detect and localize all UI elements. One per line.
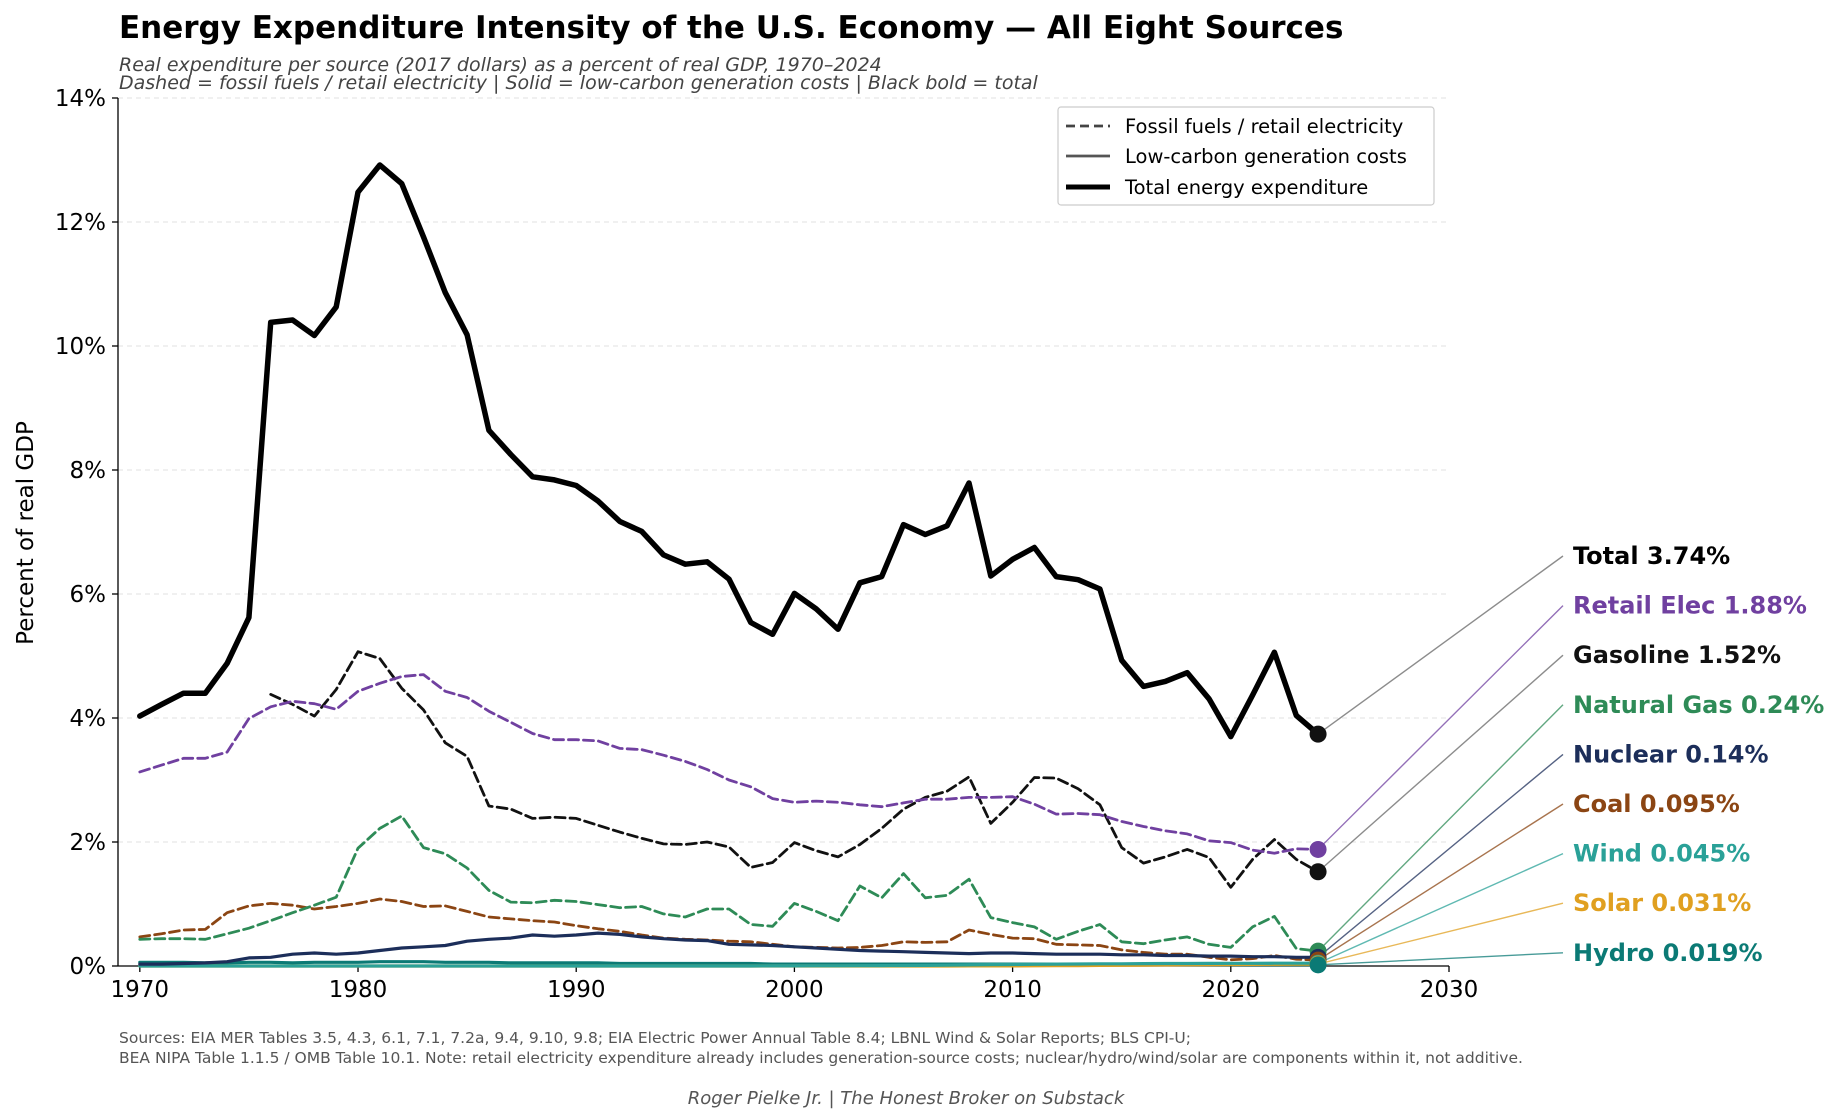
series-line-coal [138,897,1320,962]
series-line-gasoline [269,650,1320,889]
end-label-total: Total 3.74% [1573,542,1730,570]
connector-retail-elec [1317,605,1564,850]
y-tick-label-3: 6% [70,582,107,608]
chart-subtitle-line-1: Real expenditure per source (2017 dollar… [119,54,882,76]
x-tick-label-2: 1990 [547,977,606,1003]
endpoint-total [1309,725,1327,743]
connector-nuclear [1317,753,1564,958]
y-tick-label-7: 14% [55,86,106,112]
connector-natural-gas [1317,704,1564,952]
legend: Fossil fuels / retail electricity Low-ca… [1057,106,1435,206]
end-label-connectors [1317,555,1564,966]
end-label-hydro: Hydro 0.019% [1573,939,1763,967]
x-tick-label-3: 2000 [765,977,824,1003]
end-label-retail-elec: Retail Elec 1.88% [1573,592,1807,620]
y-tick-label-0: 0% [70,954,107,980]
connector-wind [1317,852,1564,964]
end-label-wind: Wind 0.045% [1573,840,1750,868]
credit-line: Roger Pielke Jr. | The Honest Broker on … [688,1088,1126,1109]
endpoint-retail-elec [1309,840,1327,858]
end-label-gasoline: Gasoline 1.52% [1573,641,1781,669]
series-line-natural-gas [138,814,1320,953]
y-tick-label-1: 2% [70,830,107,856]
legend-label-low-carbon: Low-carbon generation costs [1125,145,1407,168]
end-label-coal: Coal 0.095% [1573,790,1740,818]
gridlines [118,97,1449,843]
legend-box [1057,106,1435,206]
end-label-natural-gas: Natural Gas 0.24% [1573,691,1824,719]
endpoint-hydro [1309,956,1327,974]
endpoint-gasoline [1309,863,1327,881]
y-ticks: 0% 2% 4% 6% 8% 10% 12% 14% [55,86,118,980]
series-line-nuclear [138,931,1320,966]
y-tick-label-4: 8% [70,458,107,484]
sources-line-1: Sources: EIA MER Tables 3.5, 4.3, 6.1, 7… [119,1029,1191,1047]
end-label-nuclear: Nuclear 0.14% [1573,740,1769,768]
connector-coal [1317,803,1564,961]
end-labels: Total 3.74% Retail Elec 1.88% Gasoline 1.5… [1573,542,1824,967]
series-line-wind [138,961,1320,968]
y-tick-label-5: 10% [55,334,106,360]
y-axis-label: Percent of real GDP [13,421,39,645]
legend-label-fossil: Fossil fuels / retail electricity [1125,115,1403,138]
endpoint-markers [1309,725,1327,974]
x-tick-label-0: 1970 [111,977,170,1003]
axes [117,98,1449,967]
chart-title: Energy Expenditure Intensity of the U.S.… [119,10,1343,46]
x-ticks: 1970 1980 1990 2000 2010 2020 2030 [111,966,1479,1003]
sources-line-2: BEA NIPA Table 1.1.5 / OMB Table 10.1. N… [119,1049,1523,1067]
x-tick-label-5: 2020 [1202,977,1261,1003]
series-line-total [137,162,1321,740]
x-tick-label-6: 2030 [1420,977,1479,1003]
x-tick-label-1: 1980 [329,977,388,1003]
connector-hydro [1318,952,1564,966]
series-lines [137,162,1321,968]
y-tick-label-2: 4% [70,706,107,732]
y-tick-label-6: 12% [55,210,106,236]
chart-subtitle-line-2: Dashed = fossil fuels / retail electrici… [119,72,1039,94]
x-tick-label-4: 2010 [983,977,1042,1003]
series-line-retail-elec [138,673,1320,855]
connector-total [1317,555,1564,735]
legend-label-total: Total energy expenditure [1124,176,1368,199]
connector-solar [1317,902,1564,965]
connector-gasoline [1317,654,1564,873]
end-label-solar: Solar 0.031% [1573,889,1751,917]
